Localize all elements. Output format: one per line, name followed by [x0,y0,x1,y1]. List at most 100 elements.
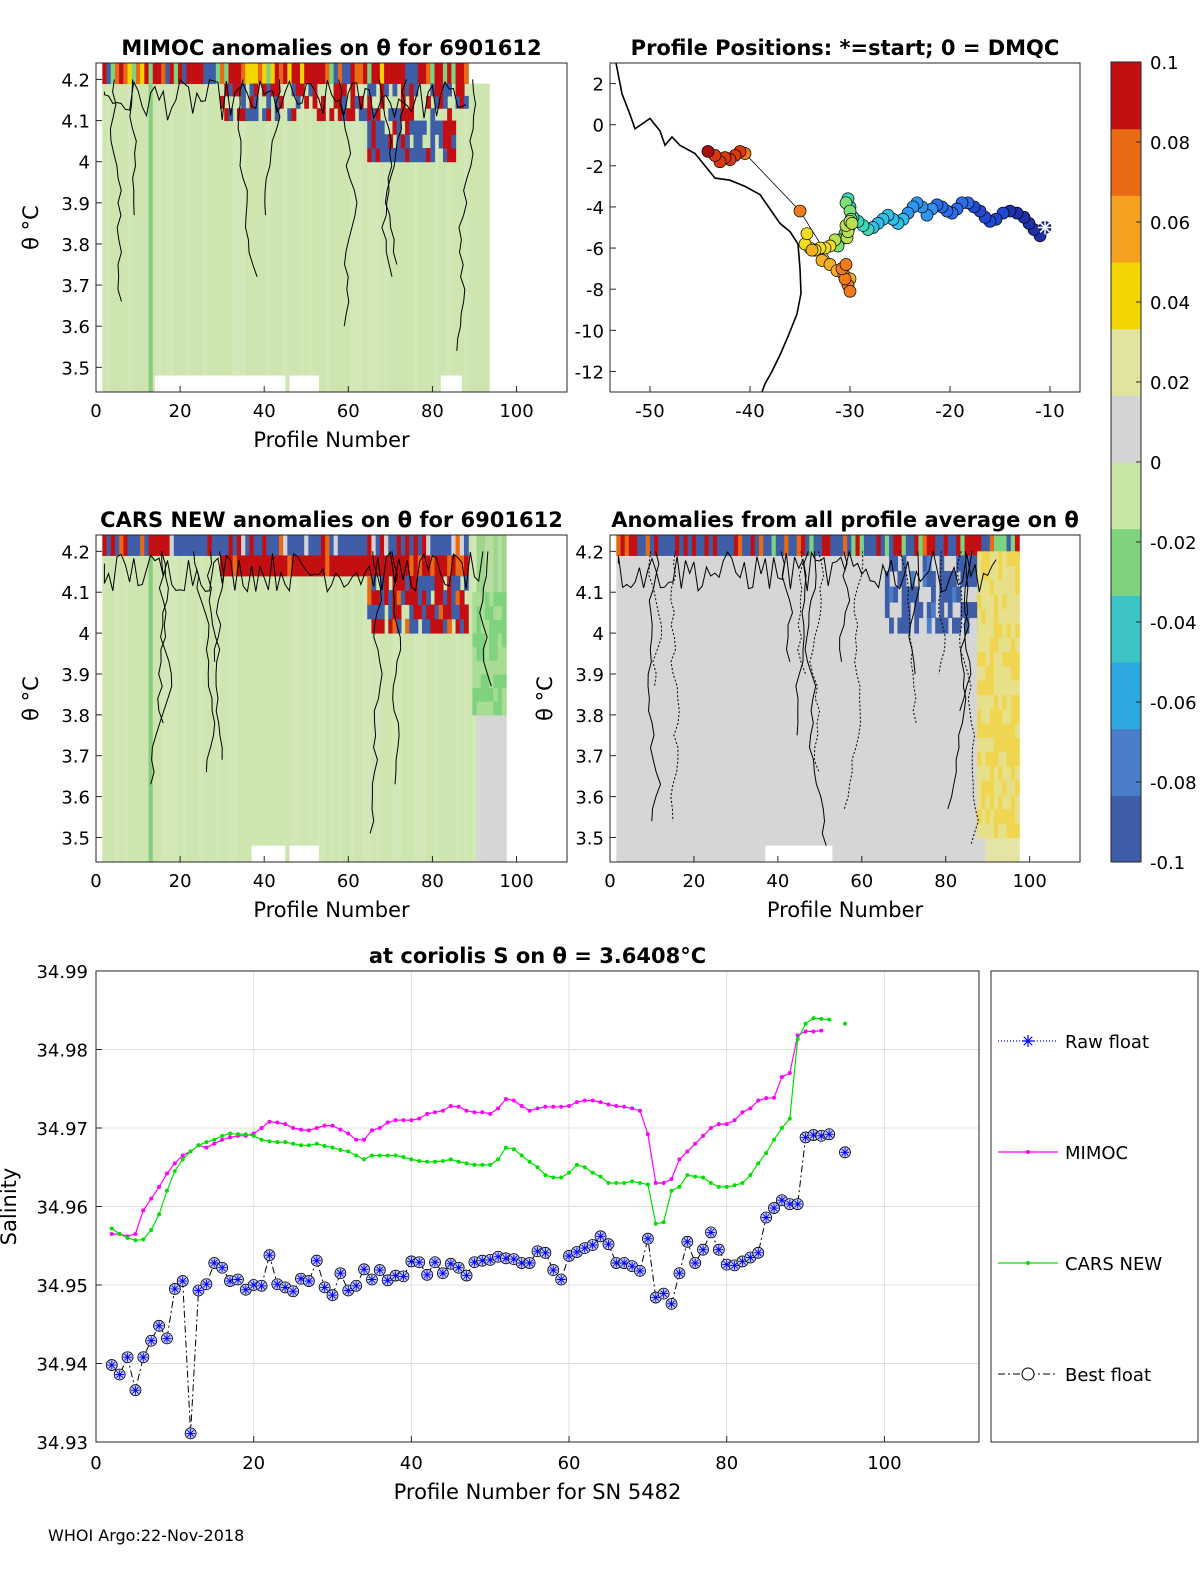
raw-float-marker [627,1261,637,1271]
series-mimoc-point [338,1127,343,1132]
raw-float-marker [667,1299,676,1309]
heatmap-cell [775,535,781,862]
heatmap-cell [830,535,836,556]
series-mimoc-point [346,1131,351,1136]
heatmap-cell [476,701,482,716]
heatmap-cell [384,83,389,97]
contour-line [264,79,281,216]
heatmap-cell [430,604,436,620]
heatmap-cell [442,134,448,149]
heatmap-cell [712,535,718,862]
series-mimoc-point [764,1096,769,1101]
heatmap-cell [241,63,246,392]
heatmap-cell [249,108,255,122]
series-cars-point [322,1144,327,1149]
heatmap-cell [767,535,773,556]
heatmap-cell [400,555,406,577]
heatmap-cell [266,83,272,97]
heatmap-cell [178,535,183,862]
series-mimoc-point [779,1074,784,1079]
series-cars-point [338,1147,343,1152]
heatmap-cell [480,687,486,702]
heatmap-cell [977,794,982,810]
heatmap-cell [989,579,995,595]
heatmap-cell [236,63,242,85]
heatmap-cell [447,147,452,163]
series-mimoc-point [133,1231,138,1236]
heatmap-cell [224,83,230,97]
series-cars-point [551,1175,556,1180]
heatmap-cell [1006,622,1012,638]
heatmap-cell [817,535,823,862]
heatmap-cell [838,535,844,862]
series-mimoc-point [543,1104,548,1109]
contour-line [369,551,383,834]
heatmap-cell [316,63,322,85]
heatmap-cell [451,590,457,605]
colorbar-tick-label: 0.02 [1150,373,1190,394]
heatmap-cell [700,535,706,862]
heatmap-cell [169,535,175,556]
heatmap-cell [884,535,890,862]
heatmap-cell [232,555,238,577]
series-cars-point [480,1162,485,1167]
heatmap-cell [972,535,978,556]
heatmap-cell [106,63,112,85]
heatmap-cell [392,147,398,163]
heatmap-cell [287,535,293,862]
heatmap-cell [981,622,987,638]
y-tick-label: 4.2 [575,542,604,563]
series-best-point [705,1226,717,1239]
heatmap-cell [388,618,394,634]
heatmap-cell [998,551,1003,567]
heatmap-cell [388,535,394,556]
heatmap-cell [400,590,406,605]
heatmap-cell [249,63,255,85]
y-tick-label: -6 [586,239,604,260]
heatmap-cell [388,604,394,620]
raw-float-marker [635,1266,645,1276]
heatmap-cell [489,633,495,648]
series-mimoc-point [551,1104,556,1109]
heatmap-cell [434,63,440,392]
series-best-point [397,1270,410,1283]
heatmap-cell [257,63,263,85]
heatmap-cell [964,535,970,862]
heatmap-cell [131,535,137,556]
heatmap-cell [468,535,473,862]
heatmap-cell [872,535,878,556]
series-cars-point [425,1159,430,1164]
heatmap-cell [918,535,924,862]
heatmap-cell [1014,708,1020,724]
heatmap-cell [266,555,272,577]
heatmap-cell [156,535,162,862]
heatmap-cell [717,535,722,556]
heatmap-cell [616,535,622,862]
heatmap-cell [943,535,949,556]
axes-frame [609,62,1081,393]
legend-label: Best float [1065,1365,1151,1386]
heatmap-cell [484,605,490,620]
heatmap-cell [620,535,626,862]
heatmap-cell [333,555,339,577]
heatmap-cell [447,134,452,149]
heatmap-cell [872,535,878,862]
heatmap-cell [1014,551,1020,567]
heatmap-cell [476,633,482,648]
raw-float-marker [272,1279,282,1289]
heatmap-cell [847,535,852,556]
heatmap-cell [472,592,478,607]
heatmap-cell [291,63,297,392]
heatmap-cell [123,535,129,862]
heatmap-cell [320,555,326,577]
panel-avg: 0 20 40 60 80 1004.24.143.93.83.73.63.5Anomal… [533,508,1081,922]
heatmap-cell [754,535,760,556]
heatmap-cell [931,535,936,556]
series-mimoc-point [401,1118,406,1123]
series-cars-point [133,1238,138,1243]
heatmap-cell [442,63,448,392]
heatmap-cell [998,594,1003,610]
heatmap-cell [396,134,402,149]
heatmap-cell [367,535,373,556]
